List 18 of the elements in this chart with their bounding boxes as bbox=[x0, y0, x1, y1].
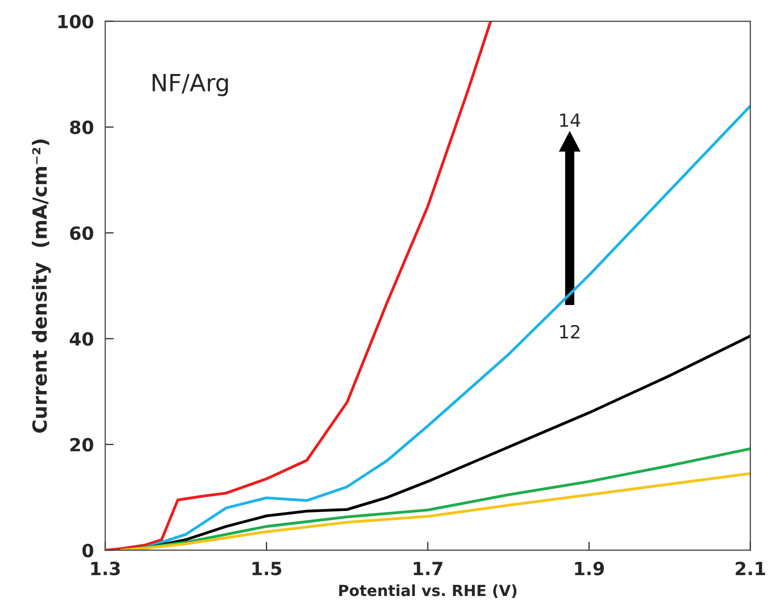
x-axis-title: Potential vs. RHE (V) bbox=[339, 584, 516, 598]
y-axis-title: Current density (mA/cm⁻²) bbox=[32, 140, 51, 433]
y-tick-label: 40 bbox=[70, 332, 94, 346]
x-tick-label: 1.3 bbox=[91, 562, 120, 576]
x-tick-label: 1.7 bbox=[414, 562, 442, 576]
x-tick-label: 1.5 bbox=[252, 562, 282, 576]
line-series bbox=[120, 447, 750, 550]
annotation: NF/Arg bbox=[152, 74, 228, 96]
y-tick-label: 60 bbox=[70, 226, 94, 240]
annotation: 14 bbox=[560, 114, 580, 127]
y-tick-label: 20 bbox=[70, 438, 94, 452]
line-series bbox=[120, 472, 750, 550]
y-tick-label: 100 bbox=[58, 14, 94, 28]
x-tick-label: 1.9 bbox=[575, 562, 604, 576]
y-tick-label: 0 bbox=[82, 544, 94, 558]
y-tick-label: 80 bbox=[70, 120, 94, 134]
annotation: 12 bbox=[560, 324, 580, 338]
x-tick-label: 2.1 bbox=[736, 562, 766, 576]
